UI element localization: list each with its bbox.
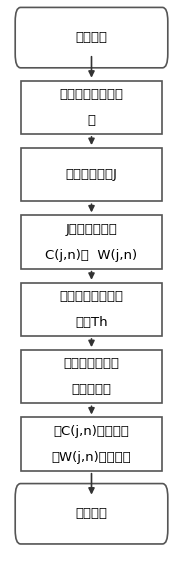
Text: 按C(j,n)和处理后: 按C(j,n)和处理后: [54, 425, 129, 437]
FancyBboxPatch shape: [20, 215, 163, 269]
Text: 确定分解层次J: 确定分解层次J: [66, 168, 117, 181]
FancyBboxPatch shape: [20, 283, 163, 336]
Text: 信号输出: 信号输出: [76, 507, 107, 520]
FancyBboxPatch shape: [15, 484, 168, 544]
Text: C(j,n)，  W(j,n): C(j,n)， W(j,n): [45, 248, 138, 262]
FancyBboxPatch shape: [15, 7, 168, 68]
FancyBboxPatch shape: [20, 350, 163, 404]
FancyBboxPatch shape: [20, 148, 163, 202]
Text: 选择合适小波基函: 选择合适小波基函: [59, 88, 124, 101]
FancyBboxPatch shape: [20, 417, 163, 471]
FancyBboxPatch shape: [20, 81, 163, 134]
Text: 的W(j,n)进行重构: 的W(j,n)进行重构: [52, 450, 131, 463]
Text: 对高频小波系数: 对高频小波系数: [64, 357, 119, 370]
Text: 阈值Th: 阈值Th: [75, 316, 108, 329]
Text: J层小波分解得: J层小波分解得: [66, 222, 117, 235]
Text: 数: 数: [87, 114, 96, 127]
Text: 做阈值处理: 做阈值处理: [72, 383, 111, 396]
Text: 输入信号: 输入信号: [76, 31, 107, 44]
Text: 选择阈值函数，得: 选择阈值函数，得: [59, 290, 124, 303]
